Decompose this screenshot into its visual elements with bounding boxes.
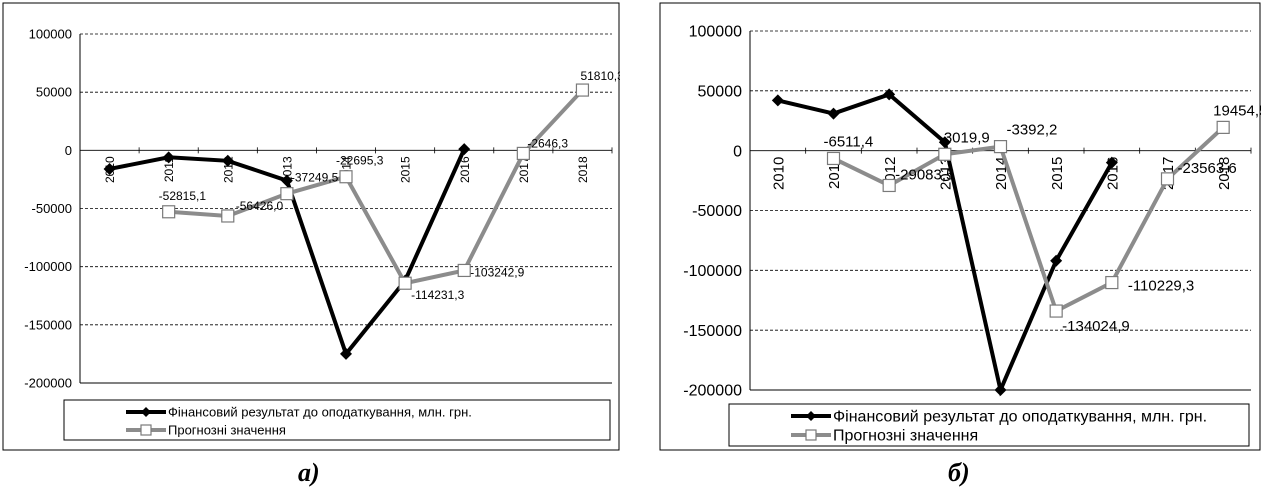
data-label: -110229,3 [1128, 278, 1194, 295]
forecast-point [516, 146, 530, 161]
y-tick-label: 100000 [29, 27, 72, 42]
caption-b: б) [948, 458, 970, 487]
data-label: -6511,4 [824, 133, 874, 150]
x-tick-label: 2011 [162, 156, 176, 182]
actual-point [340, 347, 352, 360]
y-tick-label: 0 [65, 143, 72, 158]
forecast-point [221, 209, 235, 223]
data-label: -3019,9 [939, 129, 990, 146]
actual-point [1105, 156, 1118, 169]
forecast-point [1049, 304, 1063, 318]
y-tick-label: 50000 [698, 83, 743, 100]
y-tick-label: -100000 [683, 263, 742, 280]
y-tick-label: 50000 [36, 85, 72, 100]
x-tick-label: 2015 [1049, 157, 1066, 190]
data-label: -37249,5 [291, 171, 339, 185]
forecast-point [1105, 275, 1119, 290]
actual-point [103, 162, 116, 175]
data-label: -52815,1 [159, 189, 207, 203]
actual-point [1050, 254, 1063, 267]
x-tick-label: 2016 [458, 156, 472, 183]
data-label: -56426,0 [236, 199, 284, 213]
legend-box [63, 399, 611, 441]
y-tick-label: -100000 [24, 259, 72, 274]
legend-label: Прогнозні значення [833, 428, 978, 445]
x-tick-label: 2018 [576, 156, 590, 183]
legend-marker [805, 429, 817, 441]
x-tick-label: 2010 [770, 157, 787, 190]
data-label: -134024,9 [1062, 318, 1130, 335]
y-tick-label: -200000 [24, 376, 72, 391]
legend: Фінансовий результат до оподаткування, м… [728, 403, 1250, 447]
x-tick-label: 2015 [399, 156, 413, 183]
y-tick-label: -150000 [683, 323, 742, 340]
actual-point [994, 384, 1007, 396]
actual-point [280, 174, 293, 187]
forecast-point [1216, 120, 1230, 134]
forecast-point [882, 178, 896, 193]
actual-point [458, 143, 471, 156]
actual-point [938, 136, 951, 149]
actual-point [827, 107, 840, 120]
actual-point [883, 88, 896, 101]
series-forecast-line [168, 88, 584, 286]
legend-marker [140, 424, 152, 436]
y-tick-label: 0 [733, 143, 742, 160]
forecast-point [280, 187, 294, 201]
y-tick-label: 100000 [689, 24, 742, 41]
legend-label: Фінансовий результат до оподаткування, м… [168, 405, 472, 420]
y-tick-label: -50000 [692, 203, 742, 220]
chart-frame [659, 2, 1261, 451]
data-label: -114231,3 [411, 288, 464, 302]
chart-frame [2, 2, 620, 451]
actual-point [771, 94, 784, 107]
data-label: -2646,3 [527, 136, 568, 150]
forecast-point [339, 170, 353, 184]
forecast-point [162, 205, 176, 219]
forecast-point [398, 276, 412, 290]
forecast-point [1160, 172, 1175, 186]
data-label: -3392,2 [1007, 122, 1058, 139]
chart-svg: 100000 50000 0 -50000 -100000 -150000 -200000 2… [659, 2, 1261, 451]
actual-point [162, 151, 175, 164]
data-label: -23563,6 [1178, 160, 1237, 177]
y-tick-label: -150000 [24, 317, 72, 332]
legend-marker [806, 411, 816, 421]
data-label: -22695,3 [336, 154, 384, 168]
chart-b: 100000 50000 0 -50000 -100000 -150000 -200000 2… [650, 0, 1261, 452]
forecast-point [826, 151, 841, 166]
actual-point [221, 154, 234, 167]
y-tick-label: -200000 [683, 383, 742, 400]
forecast-point [457, 263, 471, 278]
data-label: 51810,3 [580, 69, 620, 83]
forecast-point [993, 140, 1008, 154]
forecast-point [938, 147, 952, 161]
y-tick-label: -50000 [32, 201, 72, 216]
data-label: -29083,5 [895, 166, 954, 183]
caption-a: а) [298, 458, 320, 487]
series-forecast-line [832, 125, 1225, 314]
chart-svg: 100000 50000 0 -50000 -100000 -150000 -200000 2… [2, 2, 620, 451]
legend-label: Фінансовий результат до оподаткування, м… [833, 409, 1207, 426]
chart-a: 100000 50000 0 -50000 -100000 -150000 -200000 2… [0, 0, 620, 452]
data-label: 19454,5 [1213, 102, 1261, 119]
data-label: -103242,9 [470, 265, 524, 279]
forecast-point [575, 83, 590, 97]
legend-label: Прогнозні значення [168, 423, 286, 438]
legend-marker [141, 407, 151, 417]
x-tick-label: 2018 [1216, 157, 1233, 190]
legend: Фінансовий результат до оподаткування, м… [63, 399, 611, 441]
x-tick-label: 2013 [280, 156, 294, 183]
